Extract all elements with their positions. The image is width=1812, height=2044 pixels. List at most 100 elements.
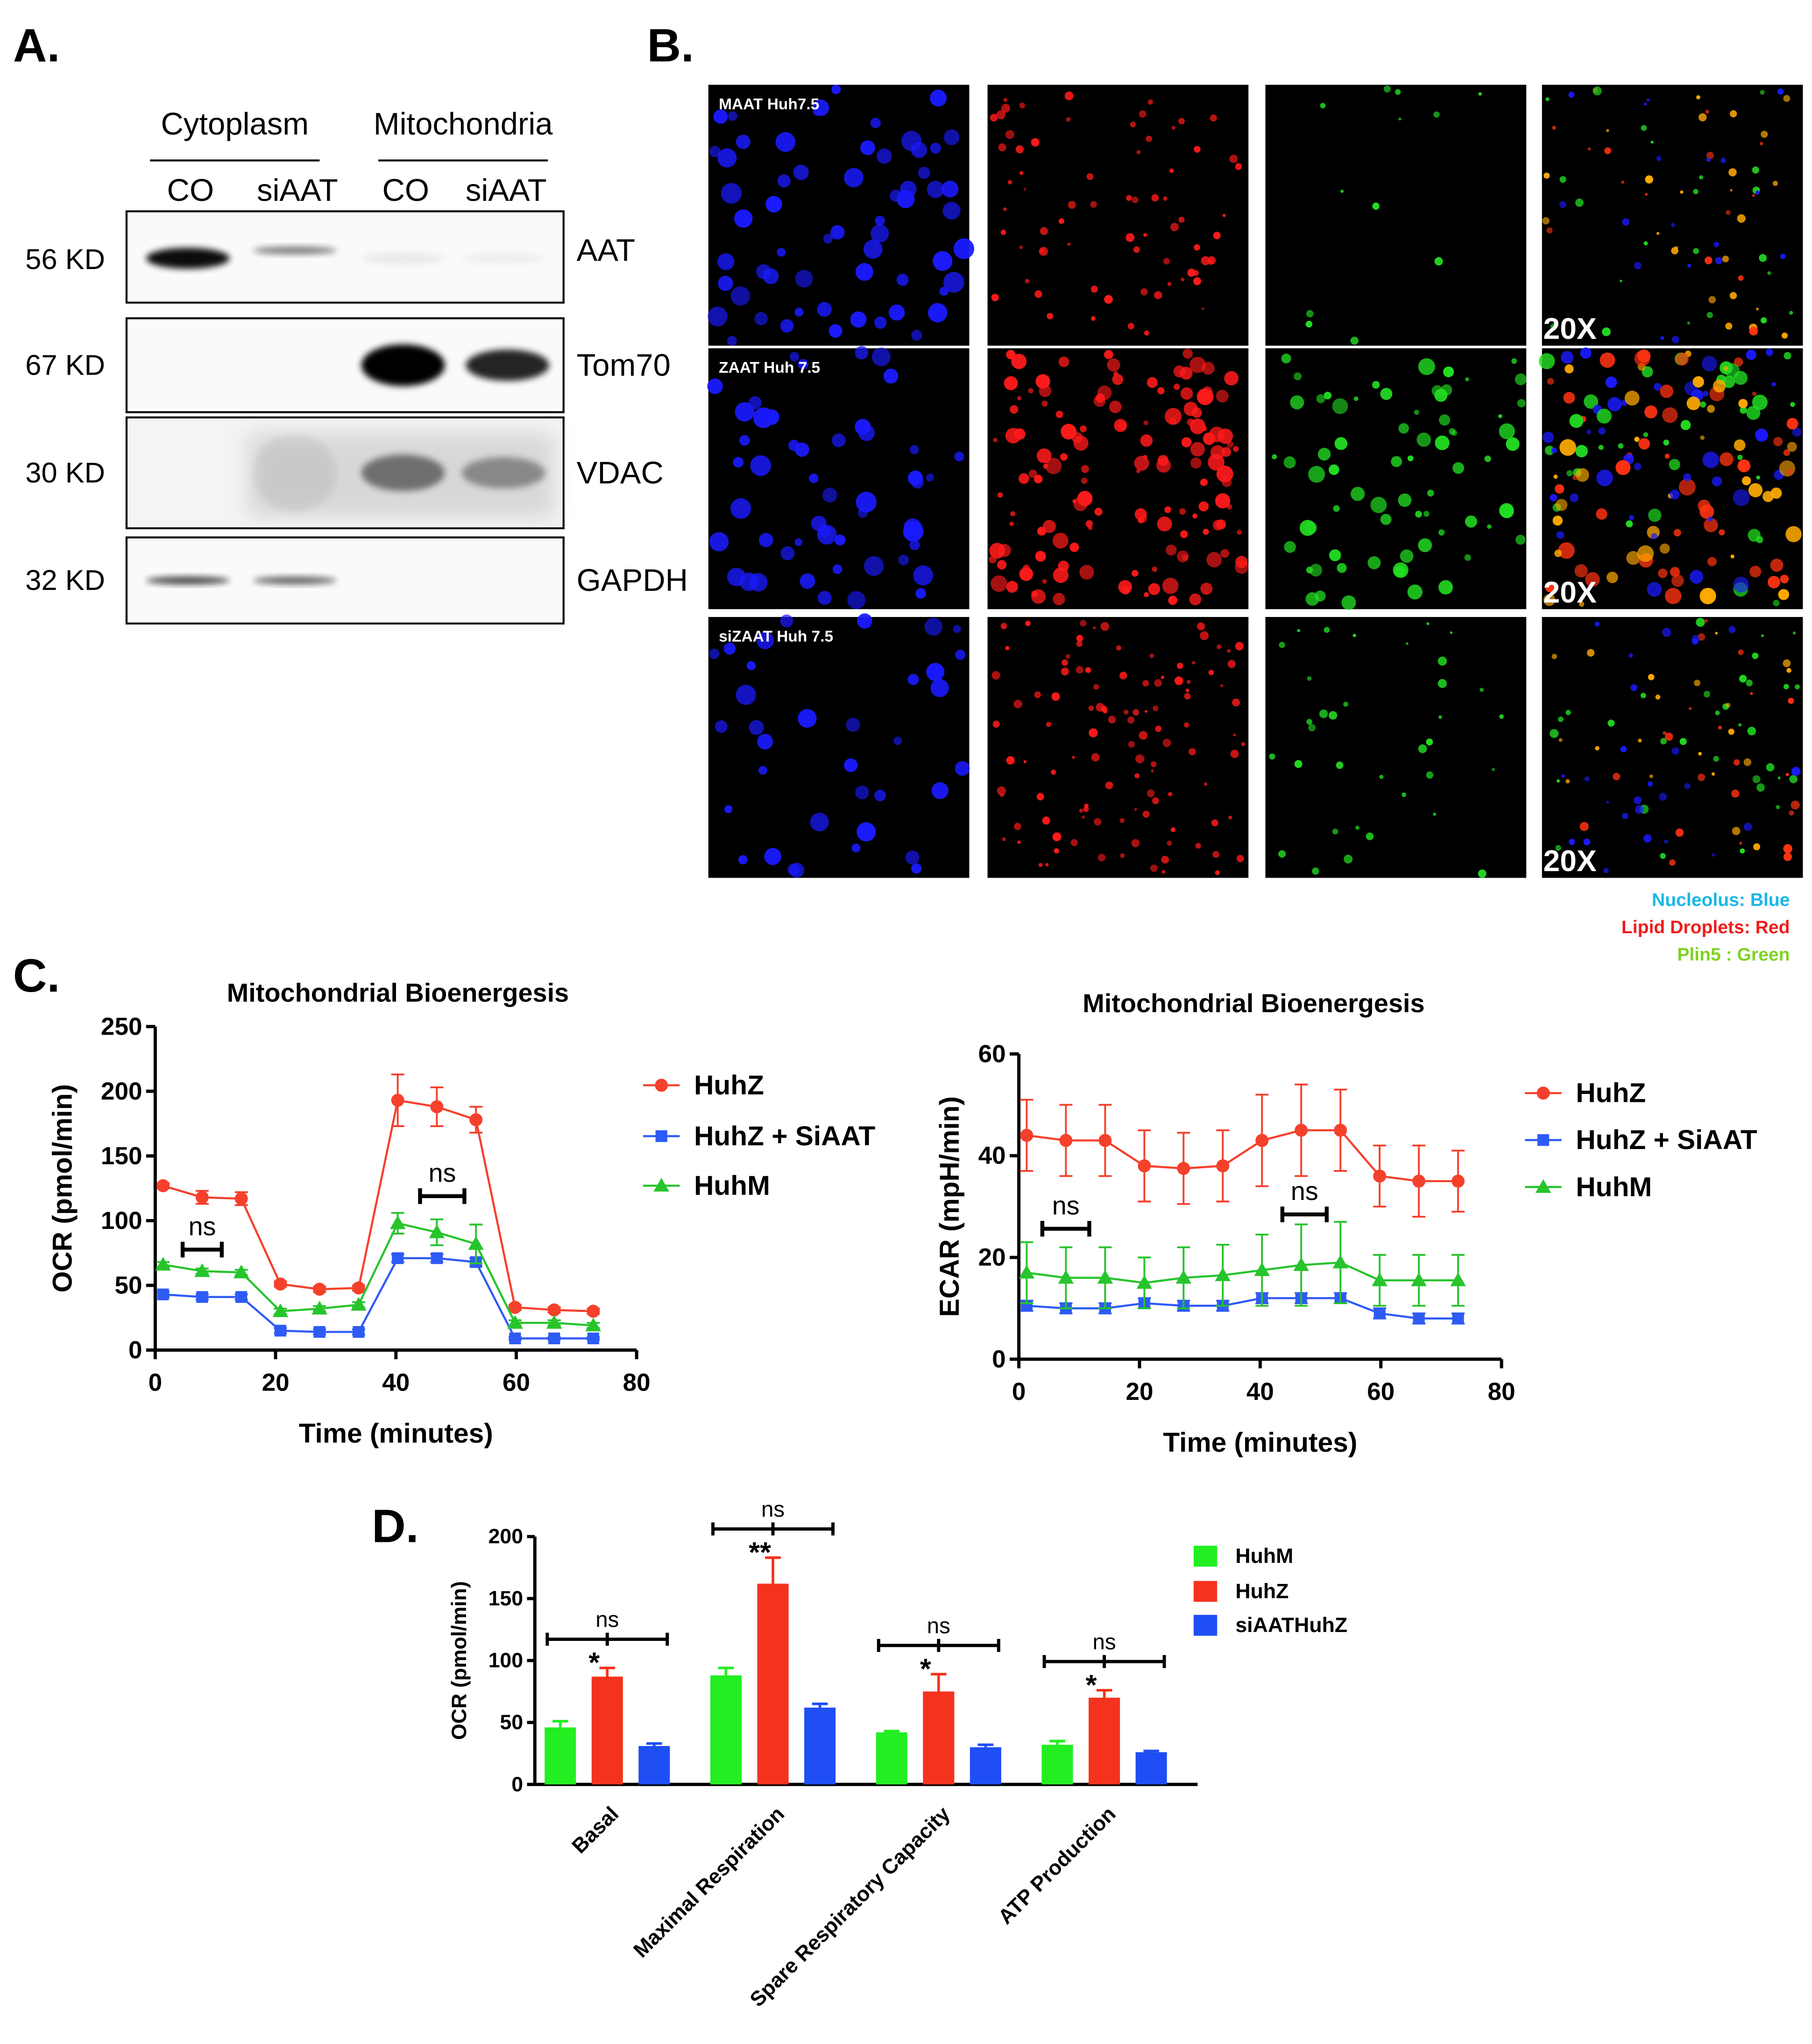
cell-signal bbox=[1051, 692, 1060, 701]
cell-signal bbox=[831, 85, 841, 94]
cell-signal bbox=[1773, 600, 1780, 607]
cell-signal bbox=[992, 720, 1000, 728]
marker bbox=[507, 1315, 523, 1329]
cell-signal bbox=[1081, 465, 1089, 473]
cell-signal bbox=[1193, 277, 1202, 285]
cell-signal bbox=[1221, 447, 1232, 457]
cell-signal bbox=[1395, 89, 1401, 95]
cell-signal bbox=[1414, 410, 1419, 415]
cell-signal bbox=[1561, 774, 1565, 778]
cell-signal bbox=[1180, 367, 1193, 380]
cell-signal bbox=[1659, 793, 1667, 801]
cell-signal bbox=[1306, 719, 1312, 725]
cell-signal bbox=[1637, 545, 1654, 562]
legend-marker bbox=[653, 1178, 670, 1192]
cell-signal bbox=[1643, 834, 1652, 843]
cell-signal bbox=[1187, 680, 1191, 684]
cell-signal bbox=[1054, 848, 1059, 854]
cell-signal bbox=[1607, 397, 1622, 412]
cell-signal bbox=[1686, 396, 1700, 411]
cell-signal bbox=[870, 118, 881, 128]
cell-signal bbox=[1738, 649, 1744, 655]
cell-signal bbox=[1706, 157, 1711, 162]
cell-signal bbox=[889, 304, 905, 321]
ns-label: ns bbox=[1291, 1176, 1318, 1206]
legend-label: HuhZ + SiAAT bbox=[694, 1121, 875, 1151]
cell-signal bbox=[1708, 517, 1713, 522]
cell-signal bbox=[1452, 462, 1465, 474]
cell-signal bbox=[1706, 312, 1713, 319]
cell-signal bbox=[1005, 646, 1010, 651]
cell-signal bbox=[1147, 377, 1158, 388]
cell-signal bbox=[749, 573, 768, 592]
cell-signal bbox=[1131, 839, 1140, 847]
cell-signal bbox=[1555, 845, 1561, 851]
ns-bracket bbox=[418, 1188, 467, 1204]
cell-signal bbox=[1079, 809, 1083, 813]
cell-signal bbox=[1015, 145, 1024, 154]
cell-signal bbox=[1071, 432, 1083, 443]
cell-signal bbox=[1671, 335, 1679, 343]
cell-signal bbox=[1552, 515, 1563, 526]
cell-signal bbox=[1707, 557, 1717, 567]
cell-signal bbox=[1492, 768, 1495, 771]
cell-signal bbox=[1170, 223, 1179, 232]
cell-signal bbox=[1699, 401, 1706, 408]
cell-signal bbox=[1065, 654, 1070, 659]
cell-signal bbox=[930, 89, 947, 106]
cell-signal bbox=[1157, 387, 1165, 395]
cell-signal bbox=[991, 671, 1000, 680]
chart-title: Mitochondrial Bioenergesis bbox=[1083, 988, 1424, 1018]
cell-signal bbox=[1309, 564, 1323, 577]
cell-signal bbox=[709, 532, 729, 552]
cell-signal bbox=[1089, 728, 1098, 738]
cell-signal bbox=[1545, 582, 1555, 593]
cell-signal bbox=[1353, 396, 1359, 401]
cell-signal bbox=[953, 238, 975, 259]
cell-signal bbox=[822, 488, 837, 503]
cell-signal bbox=[1052, 532, 1069, 549]
cell-signal bbox=[1406, 642, 1409, 645]
cell-signal bbox=[1439, 414, 1451, 426]
cell-signal bbox=[997, 786, 1006, 795]
cell-signal bbox=[1332, 828, 1338, 835]
legend-label: HuhZ bbox=[694, 1070, 764, 1100]
cell-signal bbox=[1551, 653, 1557, 660]
cell-signal bbox=[1593, 86, 1602, 96]
cell-signal bbox=[1719, 452, 1734, 466]
cell-signal bbox=[1628, 653, 1633, 658]
cell-signal bbox=[1212, 851, 1219, 858]
error-bar bbox=[931, 1673, 947, 1692]
cell-signal bbox=[717, 148, 737, 168]
cell-signal bbox=[1426, 738, 1433, 745]
cell-signal bbox=[1606, 801, 1609, 804]
cell-signal bbox=[1569, 838, 1575, 845]
cell-signal bbox=[1147, 99, 1154, 105]
cell-signal bbox=[1603, 868, 1609, 873]
cell-signal bbox=[1121, 586, 1130, 595]
marker bbox=[196, 1291, 208, 1303]
cell-signal bbox=[1081, 477, 1088, 484]
cell-signal bbox=[798, 709, 817, 728]
marker bbox=[389, 1215, 406, 1229]
significance: * bbox=[920, 1653, 931, 1685]
cell-signal bbox=[707, 378, 723, 394]
cell-signal bbox=[809, 473, 819, 483]
cell-signal bbox=[1104, 350, 1113, 359]
cell-signal bbox=[1756, 783, 1765, 792]
cell-signal bbox=[1634, 462, 1642, 470]
cell-signal bbox=[1090, 285, 1098, 293]
cell-signal bbox=[1465, 515, 1478, 528]
marker bbox=[431, 1252, 443, 1264]
x-tick-label: 40 bbox=[1246, 1378, 1274, 1405]
cell-signal bbox=[1083, 806, 1089, 812]
cell-signal bbox=[1167, 840, 1172, 846]
cell-signal bbox=[1464, 554, 1471, 561]
cell-signal bbox=[1151, 194, 1159, 202]
cell-signal bbox=[905, 850, 920, 865]
cell-signal bbox=[1037, 526, 1047, 536]
cell-signal bbox=[1034, 691, 1041, 698]
cell-signal bbox=[1748, 483, 1763, 497]
cell-signal bbox=[1002, 837, 1006, 841]
cell-signal bbox=[1072, 499, 1077, 504]
